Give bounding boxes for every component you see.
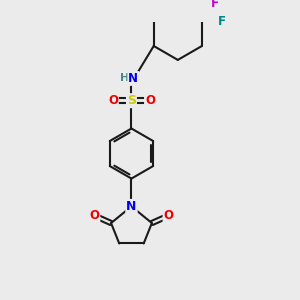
Text: S: S	[127, 94, 136, 107]
Text: O: O	[108, 94, 118, 107]
Text: O: O	[89, 209, 99, 222]
Text: N: N	[126, 200, 136, 213]
Text: O: O	[145, 94, 155, 107]
Text: F: F	[218, 15, 226, 28]
Text: H: H	[120, 74, 130, 83]
Text: F: F	[211, 0, 219, 10]
Text: O: O	[164, 209, 173, 222]
Text: N: N	[128, 72, 138, 85]
